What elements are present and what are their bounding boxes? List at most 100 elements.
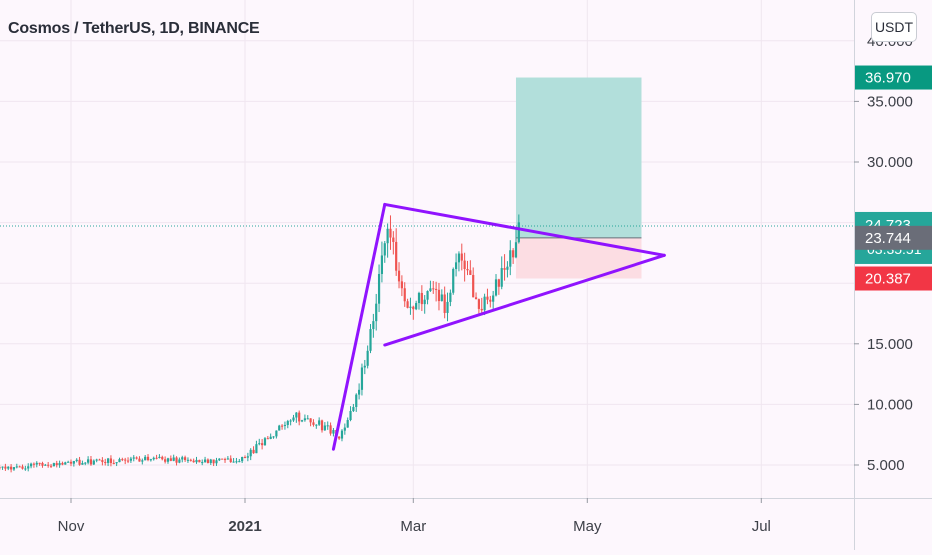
candle-body [272,436,275,438]
candle-body [298,412,301,422]
candle-body [69,461,73,464]
candle-body [252,449,255,454]
candle-body [355,394,358,408]
candle-body [372,321,375,330]
chart-title: Cosmos / TetherUS, 1D, BINANCE [8,20,260,37]
candle-body [280,425,284,427]
candle-body [129,458,133,461]
candle-body [47,464,50,466]
candle-body [500,268,503,287]
candle-body [494,279,498,296]
candle-body [278,425,281,431]
impulse-line [331,202,387,451]
candle-body [169,458,172,461]
price-label-text: 36.970 [865,70,911,87]
candle-body [338,436,341,439]
candle-body [12,467,16,470]
candle-body [109,458,113,463]
candle-body [357,389,361,395]
triangle-upper-line [383,202,666,257]
candle-body [203,459,207,463]
candle-body [506,266,509,270]
candle-body [104,462,107,464]
triangle-lower-line [383,253,666,347]
candle-body [363,365,366,368]
candle-body [126,460,130,462]
price-label-stop [855,266,932,291]
candle-body [221,458,224,460]
candle-body [24,468,27,470]
candle-body [289,420,292,422]
candle-body [183,457,187,461]
y-tick-label: 35.000 [867,93,913,110]
candle-body [386,228,389,244]
candle-body [98,459,101,461]
candle-body [29,463,33,467]
candle-body [121,459,124,461]
candle-body [75,459,78,462]
candle-body [375,303,378,322]
candle-body [152,457,155,460]
candle-body [161,456,164,460]
candle-body [132,457,135,459]
candle-body [218,458,221,461]
candle-body [229,458,232,463]
candle-body [181,457,184,460]
candle-body [172,457,175,461]
candle-body [380,255,384,274]
candle-body [249,449,252,457]
candle-body [323,425,326,431]
y-tick-label: 5.000 [867,457,905,474]
candle-body [52,463,55,467]
candle-body [158,456,161,459]
candle-body [243,457,247,459]
candle-body [15,466,18,468]
candle-body [92,460,95,465]
candle-body [206,459,210,463]
candle-body [435,288,438,290]
candle-body [472,274,475,298]
candle-body [27,466,30,469]
candle-body [189,459,192,461]
candle-body [61,462,64,465]
candle-body [497,279,500,287]
candle-body [106,458,110,463]
candle-body [81,463,84,465]
candle-body [115,462,118,464]
time-axis-panel [0,498,854,550]
candle-body [360,367,364,390]
candle-body [144,456,147,461]
candle-body [326,425,329,427]
candle-body [303,418,307,421]
candle-body [186,459,190,461]
candle-body [320,420,324,431]
candle-body [55,463,58,466]
candle-body [423,299,426,305]
candle-body [352,407,355,412]
price-label-target [855,65,932,90]
candle-body [255,444,258,454]
candle-body [315,424,318,426]
candle-body [9,466,13,470]
candle-body [38,462,41,464]
candle-body [449,292,452,302]
candle-body [489,299,492,302]
candle-body [429,288,432,292]
candle-body [261,443,264,446]
position-profit-zone [515,77,642,238]
candle-body [112,462,115,464]
price-label-entry [855,225,932,250]
candle-body [141,460,144,462]
candle-body [238,461,241,463]
candle-body [463,260,466,270]
candle-body [389,228,392,238]
candle-body [246,456,249,458]
x-tick-label: Jul [752,518,771,535]
candle-body [403,288,406,302]
candle-body [492,295,495,302]
candle-body [437,289,441,302]
candle-body [440,294,443,302]
currency-button[interactable]: USDT [871,12,917,42]
